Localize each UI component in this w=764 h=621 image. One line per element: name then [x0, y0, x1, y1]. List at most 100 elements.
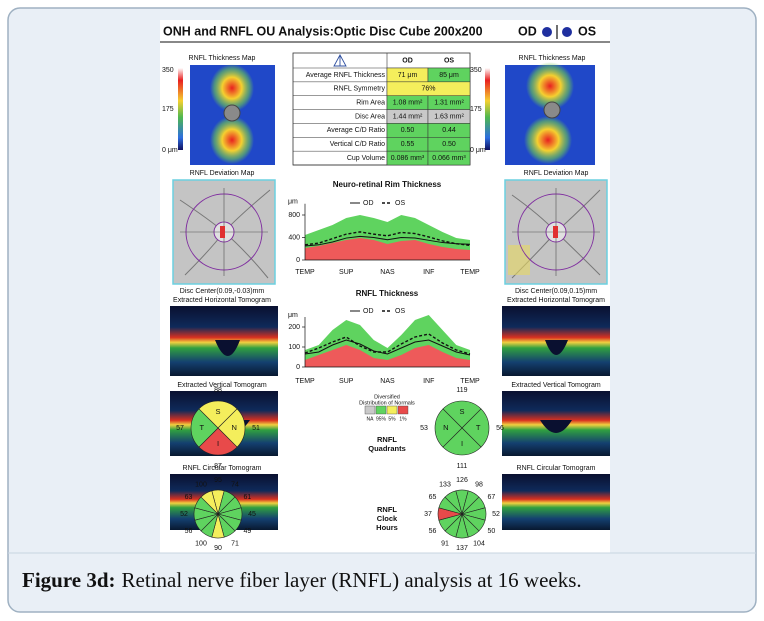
scale-label: 0 μm [470, 147, 486, 154]
caption-label: Figure 3d: [22, 568, 116, 592]
row-label: Average C/D Ratio [327, 127, 385, 134]
chart-title: Neuro-retinal Rim Thickness [333, 180, 442, 189]
clock-value: 100 [195, 540, 207, 547]
map-lobe [524, 116, 572, 164]
legend-item-label: 5% [388, 416, 396, 422]
map-title: RNFL Thickness Map [189, 55, 256, 62]
scale-label: 175 [470, 106, 482, 113]
clock-value: 61 [244, 494, 252, 501]
quadrant-value: 56 [496, 425, 504, 432]
od-dot [542, 27, 552, 37]
x-tick-label: NAS [380, 269, 395, 276]
x-tick-label: SUP [339, 269, 354, 276]
quadrant-value: 57 [176, 425, 184, 432]
x-tick-label: TEMP [295, 269, 315, 276]
clock-value: 100 [195, 481, 207, 488]
legend-item-label: NA [367, 416, 375, 422]
chart-title: RNFL Thickness [356, 289, 419, 298]
clock-value: 37 [424, 511, 432, 518]
x-tick-label: SUP [339, 378, 354, 385]
color-scale [178, 68, 183, 150]
clock-value: 91 [441, 540, 449, 547]
x-tick-label: NAS [380, 378, 395, 385]
clock-value: 133 [439, 481, 451, 488]
map-lobe [210, 116, 254, 164]
report-title: ONH and RNFL OU Analysis:Optic Disc Cube… [163, 24, 483, 38]
x-tick-label: TEMP [460, 378, 480, 385]
clock-value: 90 [214, 545, 222, 552]
quadrant-value: 87 [214, 463, 222, 470]
axis-label: μm [288, 312, 298, 319]
scale-label: 350 [162, 67, 174, 74]
disc-center: Disc Center(0.09,-0.03)mm [180, 288, 265, 295]
clock-value: 52 [492, 511, 500, 518]
disc-center: Disc Center(0.09,0.15)mm [515, 288, 597, 295]
quadrant-value: 51 [252, 425, 260, 432]
cell-value: 0.44 [442, 127, 456, 134]
row-label: Rim Area [356, 99, 385, 106]
tomogram-title: RNFL Circular Tomogram [517, 465, 596, 472]
x-tick-label: TEMP [460, 269, 480, 276]
cell-value: 0.55 [401, 141, 415, 148]
y-tick-label: 400 [288, 234, 300, 241]
caption: Figure 3d:Retinal nerve fiber layer (RNF… [22, 568, 582, 592]
scale-label: 0 μm [162, 147, 178, 154]
color-scale [485, 68, 490, 150]
clock-title: Hours [376, 523, 398, 532]
x-tick-label: TEMP [295, 378, 315, 385]
cell-value: 1.63 mm² [434, 113, 464, 120]
clock-title: RNFL [377, 505, 397, 514]
scale-label: 350 [470, 67, 482, 74]
cell-value: 85 μm [439, 72, 459, 79]
clock-value: 104 [473, 540, 485, 547]
clock-title: Clock [377, 514, 398, 523]
map-title: RNFL Deviation Map [190, 170, 255, 177]
tomogram-title: Extracted Vertical Tomogram [511, 382, 601, 389]
clock-value: 52 [180, 511, 188, 518]
tomogram [502, 474, 610, 530]
cell-value: 1.08 mm² [393, 99, 423, 106]
quadrants-title: RNFL [377, 435, 397, 444]
clock-value: 49 [244, 528, 252, 535]
clock-value: 74 [231, 481, 239, 488]
legend-item-label: 95% [376, 416, 387, 422]
clock-value: 137 [456, 545, 468, 552]
od-label: OD [518, 24, 537, 38]
column-header: OD [402, 57, 413, 64]
row-label: Disc Area [355, 113, 385, 120]
quadrant-value: 88 [214, 387, 222, 394]
row-label: RNFL Symmetry [334, 86, 386, 93]
row-label: Average RNFL Thickness [306, 72, 386, 79]
legend-item-label: 1% [399, 416, 407, 422]
clock-value: 45 [248, 511, 256, 518]
deviation-area [508, 245, 530, 275]
quadrant-letter: S [215, 407, 220, 416]
clock-value: 126 [456, 477, 468, 484]
tomogram-title: Extracted Horizontal Tomogram [173, 297, 271, 304]
tomogram-title: RNFL Circular Tomogram [183, 465, 262, 472]
legend-label: OS [395, 308, 405, 315]
cell-value: 71 μm [398, 72, 418, 79]
column-header: OS [444, 57, 454, 64]
clock-value: 71 [231, 540, 239, 547]
clock-value: 63 [185, 494, 193, 501]
legend-box [387, 406, 397, 414]
legend-box [365, 406, 375, 414]
legend-box [398, 406, 408, 414]
cell-value: 0.50 [442, 141, 456, 148]
deviation-spot [553, 226, 558, 238]
caption-text: Retinal nerve fiber layer (RNFL) analysi… [122, 568, 582, 592]
clock-value: 56 [185, 528, 193, 535]
quadrant-value: 119 [456, 387, 467, 394]
axis-label: μm [288, 199, 298, 206]
cell-value: 76% [421, 86, 435, 93]
scale-label: 175 [162, 106, 174, 113]
legend-label: OD [363, 308, 374, 315]
map-title: RNFL Deviation Map [524, 170, 589, 177]
quadrant-letter: N [443, 423, 448, 432]
quadrant-letter: I [461, 439, 463, 448]
clock-value: 98 [475, 481, 483, 488]
tomogram-title: Extracted Horizontal Tomogram [507, 297, 605, 304]
quadrant-letter: N [231, 423, 236, 432]
legend-box [376, 406, 386, 414]
